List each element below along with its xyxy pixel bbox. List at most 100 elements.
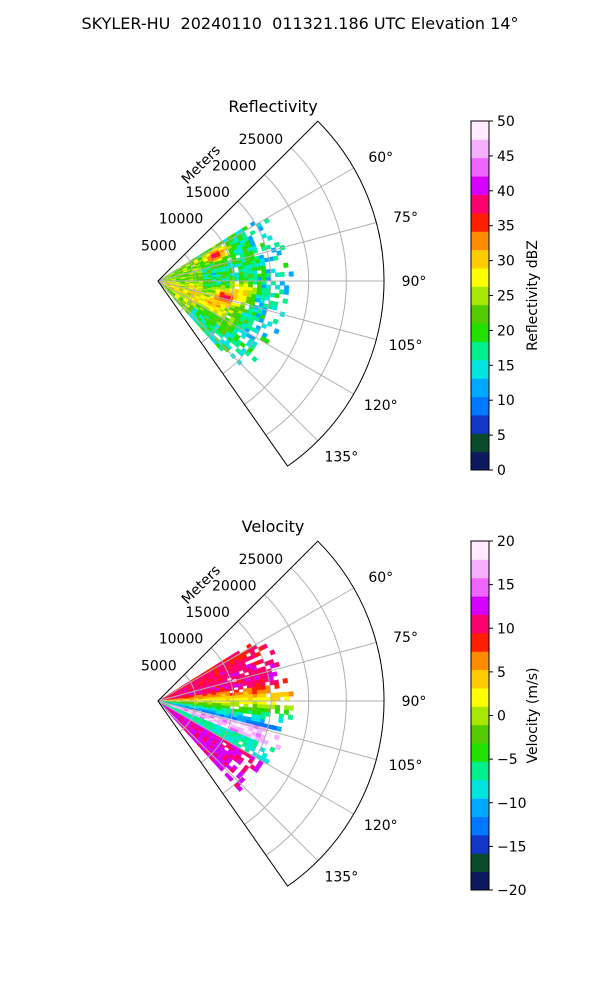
radial-gridline [179,674,197,733]
field-cell [279,691,285,697]
colorbar-tick-label: 10 [497,393,515,409]
colorbar-tick-label: 20 [497,534,515,550]
colorbar-swatch [471,743,489,762]
field-cell [247,710,253,715]
field-cell [261,273,267,278]
colorbar-swatch [471,378,489,398]
field-cell [266,696,272,702]
field-cell [278,713,285,719]
colorbar-swatch [471,596,489,615]
reflectivity-colorbar: 0 5 10 15 20 25 30 35 40 45 50 Reflectivity dBZ [470,114,541,479]
colorbar-swatch [471,871,489,891]
field-cell [284,285,290,291]
field-cell [256,273,263,278]
colorbar-swatch [471,286,489,306]
colorbar-label: Reflectivity dBZ [525,240,541,351]
field-cell [283,289,290,295]
field-cell [261,276,267,282]
field-cell [257,280,263,285]
field-cell [265,284,272,290]
radial-gridline [179,254,197,313]
colorbar-swatch [471,632,489,652]
field-cell [256,284,263,289]
field-cell [218,765,225,772]
field-cell [274,692,281,698]
field-cell [252,273,258,278]
field-cell [236,759,243,766]
field-cell [274,683,280,689]
radial-tick-label: 5000 [141,238,177,254]
angle-tick-label: 90° [402,694,427,710]
field-cell [270,696,276,702]
velocity-colorbar: −20 −15 −10 −5 0 5 10 15 20 Velocity (m/s) [470,534,541,899]
field-cell [273,734,280,741]
field-cell [252,248,259,254]
field-cell [277,717,284,724]
field-cell [234,272,240,276]
radial-gridline [222,200,272,374]
field-cell [227,775,234,782]
angle-tick-label: 60° [368,570,393,586]
colorbar-swatch [471,267,489,287]
field-cell [256,693,263,698]
colorbar-swatch [471,304,489,324]
field-cell [234,692,240,696]
field-cell [274,293,280,299]
colorbar-tick-label: 15 [497,578,515,594]
colorbar-tick-label: 25 [497,289,515,305]
field-cell [257,700,263,705]
field-cell [269,649,276,656]
field-cell [216,276,222,280]
field-cell [242,709,249,714]
field-cell [261,288,267,293]
colorbar-tick-label: −10 [497,796,527,812]
field-cell [238,274,245,279]
field-cell [261,689,267,694]
field-cell [260,265,267,271]
field-cell [265,704,272,710]
field-cell [252,693,258,698]
colorbar-tick-label: 10 [497,621,515,637]
radial-tick-label: 15000 [185,605,230,621]
field-cell [287,714,294,721]
field-cell [261,696,267,702]
colorbar-swatch [471,853,489,873]
field-cell [265,688,271,694]
field-cell [240,333,247,340]
field-cell [247,274,254,279]
field-cell [252,690,258,695]
field-cell [270,700,276,706]
field-cell [252,704,258,709]
field-cell [252,766,260,773]
field-cell [249,229,256,236]
field-cell [274,272,281,278]
reflectivity-panel: Reflectivity500010000150002000025000Mete… [141,97,426,467]
field-cell [282,298,289,305]
field-cell [282,677,289,684]
field-cell [279,280,285,286]
colorbar-swatch [471,651,489,671]
angle-gridline [157,280,319,442]
colorbar-swatch [471,121,489,140]
field-cell [236,785,244,792]
field-cell [276,726,283,732]
field-cell [271,671,278,677]
field-cell [256,266,262,271]
angle-gridline [157,222,377,282]
field-cell [252,277,258,282]
field-cell [261,643,268,650]
colorbar-swatch [471,176,489,195]
angle-tick-label: 135° [324,449,358,465]
field-cell [257,277,263,282]
field-cell [225,275,231,279]
angle-gridline [157,700,319,862]
sector-outline [157,540,385,887]
angle-tick-label: 105° [389,758,423,774]
field-cell [274,708,280,715]
colorbar-swatch [471,834,489,854]
radial-tick-label: 10000 [159,632,204,648]
field-cell [283,262,289,269]
angle-tick-label: 105° [389,338,423,354]
